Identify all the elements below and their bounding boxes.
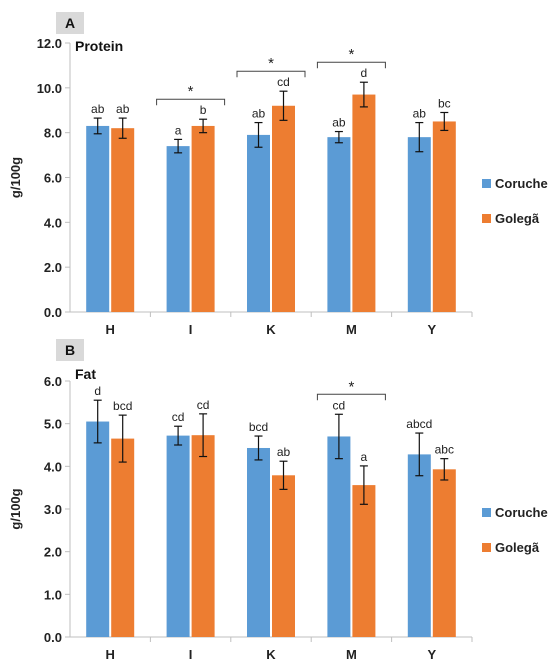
significance-letter: cd	[197, 398, 210, 412]
bar-goleg-M	[352, 485, 376, 637]
bar-goleg-I	[191, 435, 215, 637]
significance-letter: cd	[277, 75, 290, 89]
significance-letter: bcd	[113, 399, 132, 413]
bar-coruche-Y	[407, 454, 431, 637]
significance-letter: ab	[91, 102, 105, 116]
significance-letter: ab	[277, 445, 291, 459]
y-tick-label: 1.0	[44, 587, 62, 602]
x-tick-label: Y	[427, 647, 436, 662]
bar-coruche-M	[327, 436, 351, 637]
bar-coruche-M	[327, 137, 351, 312]
panel-title: Protein	[75, 38, 123, 54]
y-tick-label: 0.0	[44, 630, 62, 645]
x-tick-label: K	[266, 322, 276, 337]
x-tick-label: M	[346, 647, 357, 662]
bar-coruche-I	[166, 146, 190, 312]
y-tick-label: 6.0	[44, 374, 62, 389]
significance-letter: bc	[438, 96, 451, 110]
bar-goleg-I	[191, 125, 215, 312]
x-tick-label: M	[346, 322, 357, 337]
y-tick-label: 2.0	[44, 260, 62, 275]
bar-coruche-H	[86, 421, 110, 637]
significance-bracket	[236, 70, 306, 78]
y-axis-label: g/100g	[8, 157, 23, 198]
significance-letter: ab	[116, 102, 130, 116]
y-tick-label: 0.0	[44, 305, 62, 320]
significance-bracket	[156, 98, 226, 106]
legend-label: Coruche	[495, 505, 548, 520]
x-tick-label: I	[189, 322, 193, 337]
significance-letter: cd	[172, 410, 185, 424]
x-tick-label: I	[189, 647, 193, 662]
significance-letter: bcd	[249, 420, 268, 434]
significance-letter: ab	[252, 107, 266, 121]
significance-letter: d	[94, 384, 101, 398]
y-tick-label: 4.0	[44, 215, 62, 230]
legend-label: Golegã	[495, 211, 540, 226]
y-tick-label: 3.0	[44, 502, 62, 517]
legend-swatch	[482, 508, 491, 517]
significance-letter: abc	[435, 443, 454, 457]
significance-letter: ab	[413, 107, 427, 121]
panel-title: Fat	[75, 366, 96, 382]
bar-coruche-Y	[407, 137, 431, 312]
legend-label: Golegã	[495, 540, 540, 555]
significance-letter: abcd	[406, 417, 432, 431]
y-tick-label: 5.0	[44, 417, 62, 432]
bar-goleg-K	[272, 105, 295, 313]
legend-swatch	[482, 214, 491, 223]
significance-star: *	[348, 378, 354, 395]
bar-goleg-Y	[432, 121, 456, 312]
bar-goleg-H	[111, 128, 135, 312]
x-tick-label: K	[266, 647, 276, 662]
x-tick-label: Y	[427, 322, 436, 337]
bar-coruche-K	[247, 134, 270, 312]
y-tick-label: 10.0	[37, 81, 62, 96]
x-tick-label: H	[106, 322, 115, 337]
y-tick-label: 6.0	[44, 171, 62, 186]
significance-star: *	[348, 46, 354, 63]
y-axis-label: g/100g	[8, 488, 23, 529]
bar-coruche-I	[166, 435, 190, 637]
significance-letter: b	[200, 103, 207, 117]
significance-star: *	[188, 83, 194, 100]
bar-goleg-M	[352, 94, 376, 312]
panel-letter-box	[56, 12, 84, 34]
significance-bracket	[316, 61, 386, 69]
significance-letter: d	[361, 66, 368, 80]
panel-letter-box	[56, 339, 84, 361]
y-tick-label: 2.0	[44, 545, 62, 560]
panel-letter: A	[65, 15, 75, 31]
y-tick-label: 8.0	[44, 126, 62, 141]
bar-goleg-Y	[432, 469, 456, 637]
bar-coruche-H	[86, 125, 110, 312]
significance-bracket	[316, 393, 386, 401]
x-tick-label: H	[106, 647, 115, 662]
legend-label: Coruche	[495, 176, 548, 191]
significance-letter: a	[361, 450, 368, 464]
significance-star: *	[268, 55, 274, 72]
bar-goleg-H	[111, 438, 135, 637]
significance-letter: a	[175, 123, 182, 137]
legend-swatch	[482, 179, 491, 188]
significance-letter: ab	[332, 116, 346, 130]
panel-letter: B	[65, 342, 75, 358]
bar-coruche-K	[247, 447, 270, 637]
bar-goleg-K	[272, 475, 295, 637]
y-tick-label: 12.0	[37, 36, 62, 51]
significance-letter: cd	[333, 398, 346, 412]
y-tick-label: 4.0	[44, 459, 62, 474]
legend-swatch	[482, 543, 491, 552]
